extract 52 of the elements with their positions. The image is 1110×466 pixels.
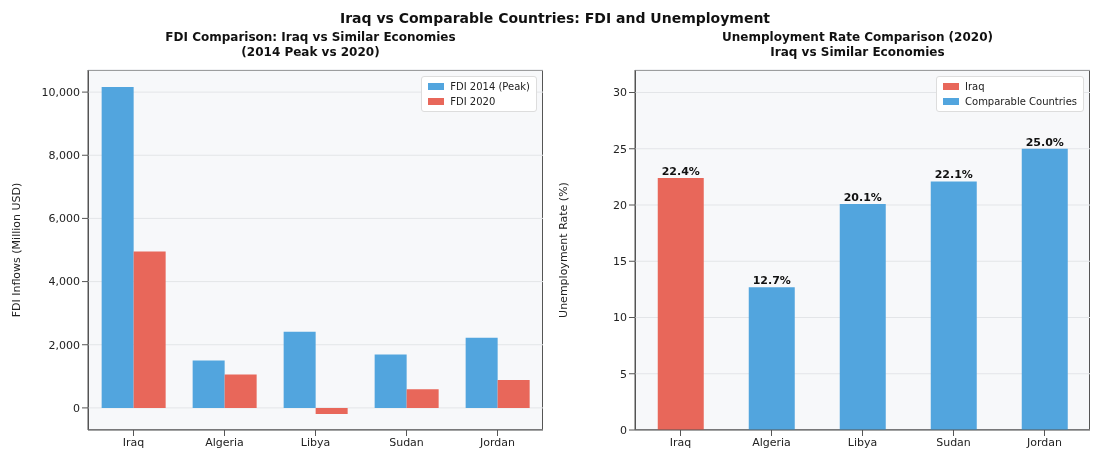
x-tick-label: Algeria <box>205 435 244 449</box>
bar <box>657 178 704 430</box>
bar <box>315 407 348 414</box>
bar <box>930 181 977 430</box>
bar <box>839 203 886 430</box>
x-tick-label: Iraq <box>669 435 692 449</box>
x-tick-label: Libya <box>847 435 878 449</box>
x-tick-label: Jordan <box>479 435 516 449</box>
bar <box>1021 148 1068 430</box>
bar <box>465 337 498 408</box>
x-tick-label: Algeria <box>752 435 791 449</box>
legend-label: Iraq <box>965 80 985 94</box>
x-tick-label: Libya <box>300 435 331 449</box>
data-label: 20.1% <box>843 190 882 204</box>
x-tick-label: Sudan <box>936 435 971 449</box>
x-tick-label: Sudan <box>389 435 424 449</box>
bar <box>133 251 166 408</box>
y-tick-label: 30 <box>613 86 627 100</box>
y-tick-label: 8,000 <box>48 149 80 163</box>
x-tick-label: Iraq <box>122 435 145 449</box>
y-tick-label: 20 <box>613 198 627 212</box>
y-axis-title: FDI Inflows (Million USD) <box>9 182 23 318</box>
y-tick-label: 15 <box>613 255 627 269</box>
legend-label: FDI 2020 <box>450 95 496 109</box>
bar <box>192 360 225 408</box>
y-tick-label: 2,000 <box>48 338 80 352</box>
data-label: 22.4% <box>661 165 700 178</box>
y-tick-label: 6,000 <box>48 212 80 226</box>
text: Iraq vs Comparable Countries: FDI and Unemployment <box>339 10 771 26</box>
data-label: 25.0% <box>1025 135 1064 149</box>
y-tick-label: 10 <box>613 311 627 325</box>
y-axis-title: Unemployment Rate (%) <box>556 182 570 318</box>
bar <box>224 374 257 408</box>
y-tick-label: 10,000 <box>41 86 80 100</box>
bar <box>374 354 407 408</box>
data-label: 22.1% <box>934 168 973 182</box>
bar <box>497 380 530 408</box>
chart-title: Unemployment Rate Comparison (2020) Iraq vs Similar Economies <box>721 30 994 60</box>
chart-title: FDI Comparison: Iraq vs Similar Economies (2014 Peak vs 2020) <box>164 30 457 60</box>
bar <box>101 87 134 408</box>
bar <box>748 287 795 430</box>
x-tick-label: Jordan <box>1026 435 1063 449</box>
bar <box>406 389 439 408</box>
y-tick-label: 0 <box>620 423 627 437</box>
y-tick-label: 25 <box>613 142 627 156</box>
data-label: 12.7% <box>752 274 791 288</box>
bar <box>283 331 316 408</box>
y-tick-label: 5 <box>620 367 627 381</box>
legend-label: Comparable Countries <box>965 95 1077 109</box>
legend-label: FDI 2014 (Peak) <box>450 80 530 94</box>
y-tick-label: 4,000 <box>48 275 80 289</box>
y-tick-label: 0 <box>73 401 80 415</box>
